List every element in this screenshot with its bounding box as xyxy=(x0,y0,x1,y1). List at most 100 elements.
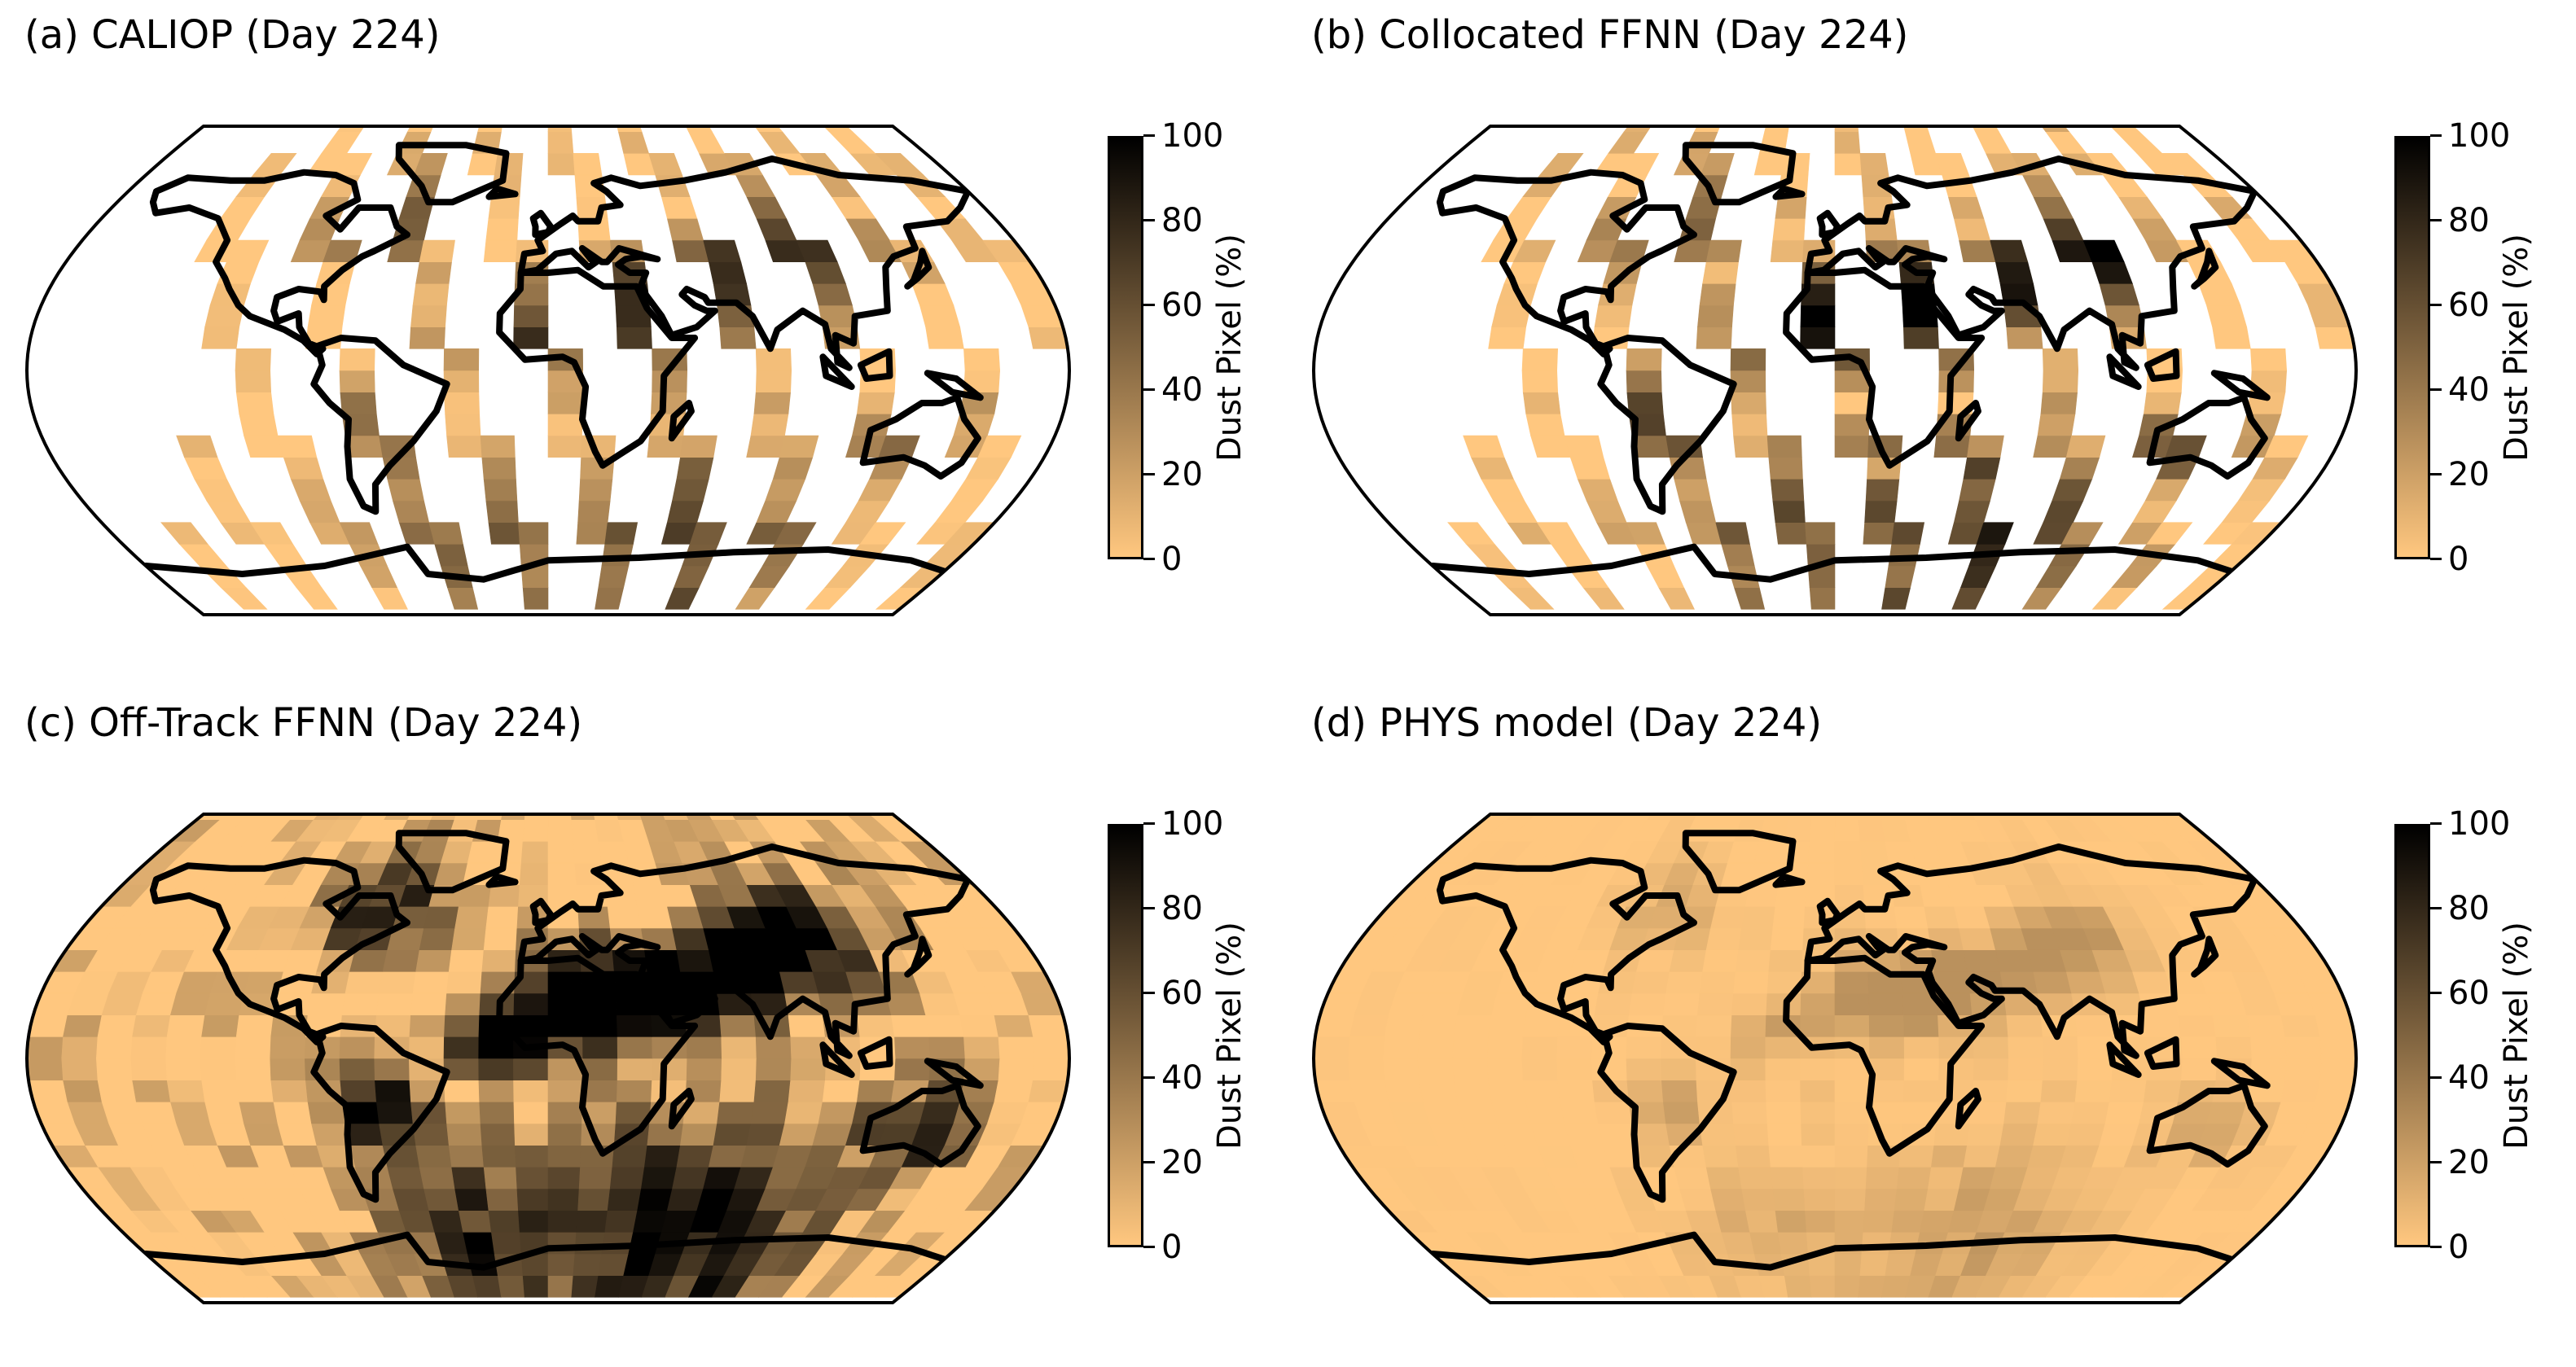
dust-cell xyxy=(1658,587,1695,610)
dust-cell xyxy=(1564,435,1604,458)
dust-cell xyxy=(1491,1101,1531,1124)
dust-cell xyxy=(1881,587,1911,610)
dust-cell xyxy=(513,992,549,1015)
dust-cell xyxy=(2027,1145,2067,1168)
map-area xyxy=(1310,122,2360,619)
coastline xyxy=(310,1023,450,1203)
dust-cell xyxy=(1784,1275,1812,1298)
dust-cell xyxy=(1959,927,1996,950)
dust-cell xyxy=(1869,1036,1905,1059)
dust-cell xyxy=(885,992,926,1015)
dust-cell xyxy=(270,1080,309,1102)
dust-cell xyxy=(1314,1080,1355,1102)
dust-cell xyxy=(1582,587,1625,610)
dust-cell xyxy=(598,565,630,589)
dust-cell xyxy=(1733,587,1766,610)
coastline xyxy=(2210,370,2271,401)
dust-cell xyxy=(609,1166,645,1190)
map-area xyxy=(23,810,1073,1307)
dust-cell xyxy=(1834,1014,1870,1037)
dust-cell xyxy=(307,992,346,1015)
dust-cell xyxy=(434,543,468,567)
colorbar-tick-label: 60 xyxy=(2448,975,2490,1012)
coastline xyxy=(1772,185,1806,200)
coastline xyxy=(819,1041,855,1078)
dust-cell xyxy=(1896,1166,1932,1190)
dust-cell xyxy=(2117,196,2163,219)
dust-cell xyxy=(547,1188,580,1211)
dust-cell xyxy=(604,1210,639,1233)
dust-cell xyxy=(249,522,294,545)
dust-cell xyxy=(576,522,608,545)
dust-cell xyxy=(485,1188,519,1211)
dust-cell xyxy=(451,1166,487,1190)
dust-cell xyxy=(919,992,961,1015)
dust-cell xyxy=(1959,478,1996,502)
coastline xyxy=(2144,348,2180,382)
dust-cell xyxy=(1488,326,1527,349)
dust-cell xyxy=(1834,1253,1863,1277)
colorbar-ticks: 0 20 40 60 80 100 xyxy=(1143,118,1223,577)
dust-cell xyxy=(1803,1188,1836,1211)
dust-cell xyxy=(788,1080,826,1102)
dust-cell xyxy=(1963,949,2001,972)
dust-cell xyxy=(311,1123,350,1146)
dust-cell xyxy=(2099,971,2139,994)
dust-cell xyxy=(633,1210,668,1233)
dust-cell xyxy=(1770,239,1805,262)
dust-map xyxy=(24,813,1072,1304)
dust-cell xyxy=(130,1036,168,1059)
dust-cell xyxy=(1033,1058,1069,1081)
dust-cell xyxy=(478,1058,514,1081)
dust-cell xyxy=(519,862,549,885)
dust-cell xyxy=(612,1145,648,1168)
dust-cell xyxy=(571,1275,599,1298)
dust-cell xyxy=(1973,1036,2009,1059)
dust-cell xyxy=(2033,196,2074,219)
dust-cell xyxy=(686,1058,722,1081)
dust-cell xyxy=(443,370,480,393)
dust-cell xyxy=(1738,1166,1774,1190)
dust-cell xyxy=(516,1188,549,1211)
dust-cell xyxy=(1696,326,1732,349)
dust-cell xyxy=(547,971,582,994)
colorbar-tick-mark xyxy=(2430,558,2442,560)
coastline xyxy=(149,857,410,1045)
dust-cell xyxy=(755,1058,792,1081)
dust-cell xyxy=(488,522,520,545)
dust-cell xyxy=(1777,1231,1809,1255)
dust-cell xyxy=(1859,840,1889,864)
dust-cell xyxy=(478,1036,514,1059)
dust-cell xyxy=(666,218,704,241)
dust-cell xyxy=(415,949,452,972)
dust-cell xyxy=(1801,1145,1836,1168)
dust-cell xyxy=(2065,435,2106,458)
dust-cell xyxy=(1731,1014,1767,1037)
dust-cell xyxy=(1744,1210,1779,1233)
dust-cell xyxy=(1731,1080,1767,1102)
dust-cell xyxy=(374,1058,410,1081)
dust-cell xyxy=(2045,131,2087,154)
map-outline xyxy=(24,813,1072,1304)
dust-cell xyxy=(472,1275,502,1298)
dust-cell xyxy=(1626,348,1662,371)
panel-title: (b) Collocated FFNN (Day 224) xyxy=(1311,12,1909,58)
dust-cell xyxy=(1453,1014,1492,1037)
dust-cell xyxy=(617,131,650,154)
dust-cell xyxy=(239,1101,279,1124)
dust-cell xyxy=(595,587,625,610)
colorbar-tick-label: 0 xyxy=(1161,541,1183,578)
dust-cell xyxy=(919,305,961,327)
dust-cell xyxy=(2099,283,2139,306)
coastline xyxy=(1597,1023,1737,1203)
dust-cell xyxy=(2212,326,2251,349)
dust-cell xyxy=(170,1101,211,1124)
dust-cell xyxy=(170,992,211,1015)
dust-cell xyxy=(2319,1058,2356,1081)
dust-cell xyxy=(1834,1210,1865,1233)
dust-cell xyxy=(2006,326,2043,349)
dust-cell xyxy=(1834,131,1861,154)
dust-cell xyxy=(1920,1210,1955,1233)
dust-cell xyxy=(1382,1058,1420,1081)
dust-cell xyxy=(95,1058,133,1081)
